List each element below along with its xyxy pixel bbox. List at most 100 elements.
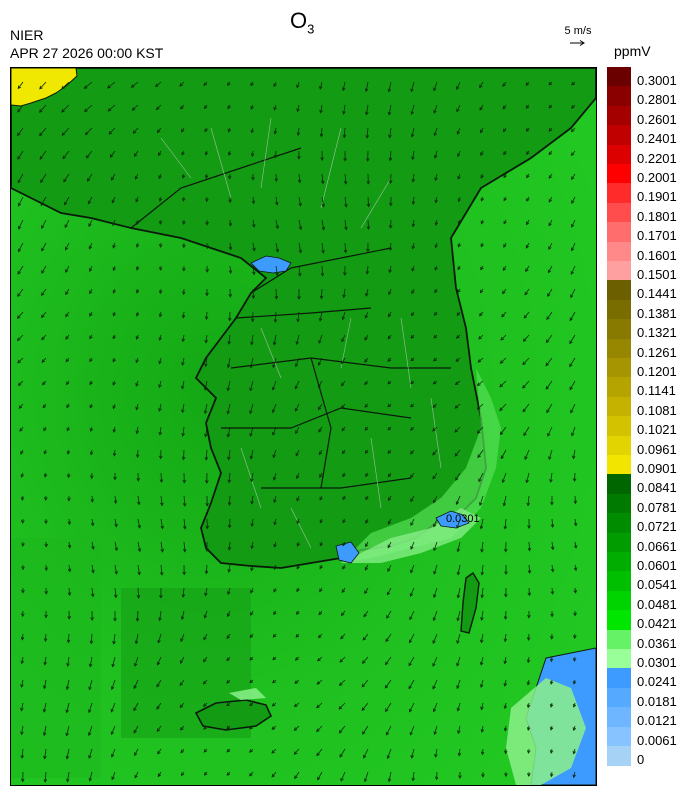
wind-vector xyxy=(316,748,323,756)
wind-vector xyxy=(252,242,255,251)
wind-vector-head xyxy=(573,567,578,572)
wind-vector-head xyxy=(527,570,532,574)
wind-vector-head xyxy=(250,478,254,483)
wind-vector-head xyxy=(252,271,256,276)
wind-vector-head xyxy=(547,269,552,274)
legend-swatch xyxy=(607,416,631,437)
wind-vector xyxy=(457,127,461,135)
wind-vector-field xyxy=(16,81,578,783)
wind-vector xyxy=(229,265,232,274)
wind-vector xyxy=(570,288,576,298)
wind-vector xyxy=(478,334,484,340)
wind-vector-head xyxy=(112,289,116,294)
wind-vector-head xyxy=(107,84,111,89)
wind-vector-head xyxy=(158,408,162,412)
legend-label: 0.1021 xyxy=(637,422,677,438)
wind-vector xyxy=(434,150,438,159)
wind-vector-head xyxy=(273,521,277,526)
wind-vector xyxy=(364,357,369,363)
wind-vector-head xyxy=(18,225,22,230)
wind-vector-head xyxy=(204,457,209,461)
wind-vector xyxy=(504,633,507,642)
wind-vector xyxy=(361,679,369,687)
wind-vector-head xyxy=(504,593,508,598)
wind-vector-head xyxy=(549,703,554,708)
legend-label: 0.0721 xyxy=(637,519,677,535)
wind-vector xyxy=(363,610,369,617)
wind-vector-head xyxy=(295,341,299,346)
wind-vector xyxy=(155,81,162,87)
wind-vector-head xyxy=(385,731,390,736)
wind-vector-head xyxy=(112,267,116,272)
wind-vector-head xyxy=(411,223,416,228)
wind-vector-head xyxy=(572,680,577,685)
wind-vector xyxy=(321,242,324,253)
wind-vector-head xyxy=(388,291,392,296)
wind-vector xyxy=(252,196,255,204)
wind-vector xyxy=(88,219,93,227)
wind-vector-head xyxy=(250,318,255,323)
wind-vector-head xyxy=(296,318,300,323)
wind-vector-head xyxy=(40,202,45,207)
wind-vector-head xyxy=(250,105,254,110)
wind-vector xyxy=(432,449,438,456)
wind-vector-head xyxy=(228,175,232,180)
wind-vector xyxy=(457,150,461,157)
wind-vector-head xyxy=(66,663,70,667)
high-concentration-patch-northwest xyxy=(11,68,78,107)
wind-vector-head xyxy=(317,776,321,781)
wind-vector xyxy=(275,196,278,205)
wind-vector-head xyxy=(43,427,47,432)
jeju-light-zone xyxy=(229,688,266,700)
wind-vector-head xyxy=(433,570,437,575)
wind-vector-head xyxy=(434,222,438,226)
wind-vector-head xyxy=(338,705,343,710)
wind-vector-head xyxy=(363,613,367,618)
wind-vector-head xyxy=(226,657,230,662)
wind-vector-head xyxy=(21,589,25,594)
wind-vector xyxy=(251,541,254,549)
wind-vector-head xyxy=(67,544,72,549)
wind-vector xyxy=(432,679,438,689)
wind-vector-head xyxy=(410,335,415,339)
wind-vector-head xyxy=(67,497,71,502)
wind-vector xyxy=(137,564,140,575)
legend-swatch xyxy=(607,552,631,572)
wind-vector-head xyxy=(297,296,301,300)
wind-vector-head xyxy=(298,226,303,231)
wind-vector xyxy=(296,472,300,479)
wind-vector-head xyxy=(340,612,345,617)
wind-vector-head xyxy=(480,266,484,271)
wind-vector-head xyxy=(503,727,508,732)
wind-vector xyxy=(551,541,554,550)
wind-vector-head xyxy=(112,222,116,227)
wind-vector-head xyxy=(499,431,504,436)
wind-vector xyxy=(298,219,302,230)
wind-vector-head xyxy=(251,295,256,299)
wind-vector-head xyxy=(479,106,483,111)
wind-vector-head xyxy=(433,87,437,92)
wind-vector-head xyxy=(20,496,25,501)
wind-vector-head xyxy=(410,88,414,93)
wind-vector xyxy=(412,771,415,781)
wind-vector xyxy=(545,334,553,343)
wind-vector-head xyxy=(318,317,323,322)
wind-vector-head xyxy=(112,640,116,645)
wind-vector-head xyxy=(411,290,415,295)
wind-vector xyxy=(65,311,70,317)
wind-vector-head xyxy=(571,176,575,180)
wind-vector-head xyxy=(135,244,140,248)
wind-vector-head xyxy=(134,774,138,779)
wind-vector xyxy=(182,587,185,598)
wind-vector-head xyxy=(321,226,326,231)
wind-vector-head xyxy=(204,339,209,344)
wind-vector-head xyxy=(317,657,321,662)
wind-vector-head xyxy=(160,502,164,507)
contour-annotation: 0.0301 xyxy=(446,513,480,525)
wind-vector xyxy=(527,495,530,506)
wind-vector-head xyxy=(111,753,115,758)
wind-vector-head xyxy=(296,565,300,570)
wind-vector-head xyxy=(91,546,95,550)
wind-vector xyxy=(273,449,277,458)
wind-vector-head xyxy=(572,657,577,662)
